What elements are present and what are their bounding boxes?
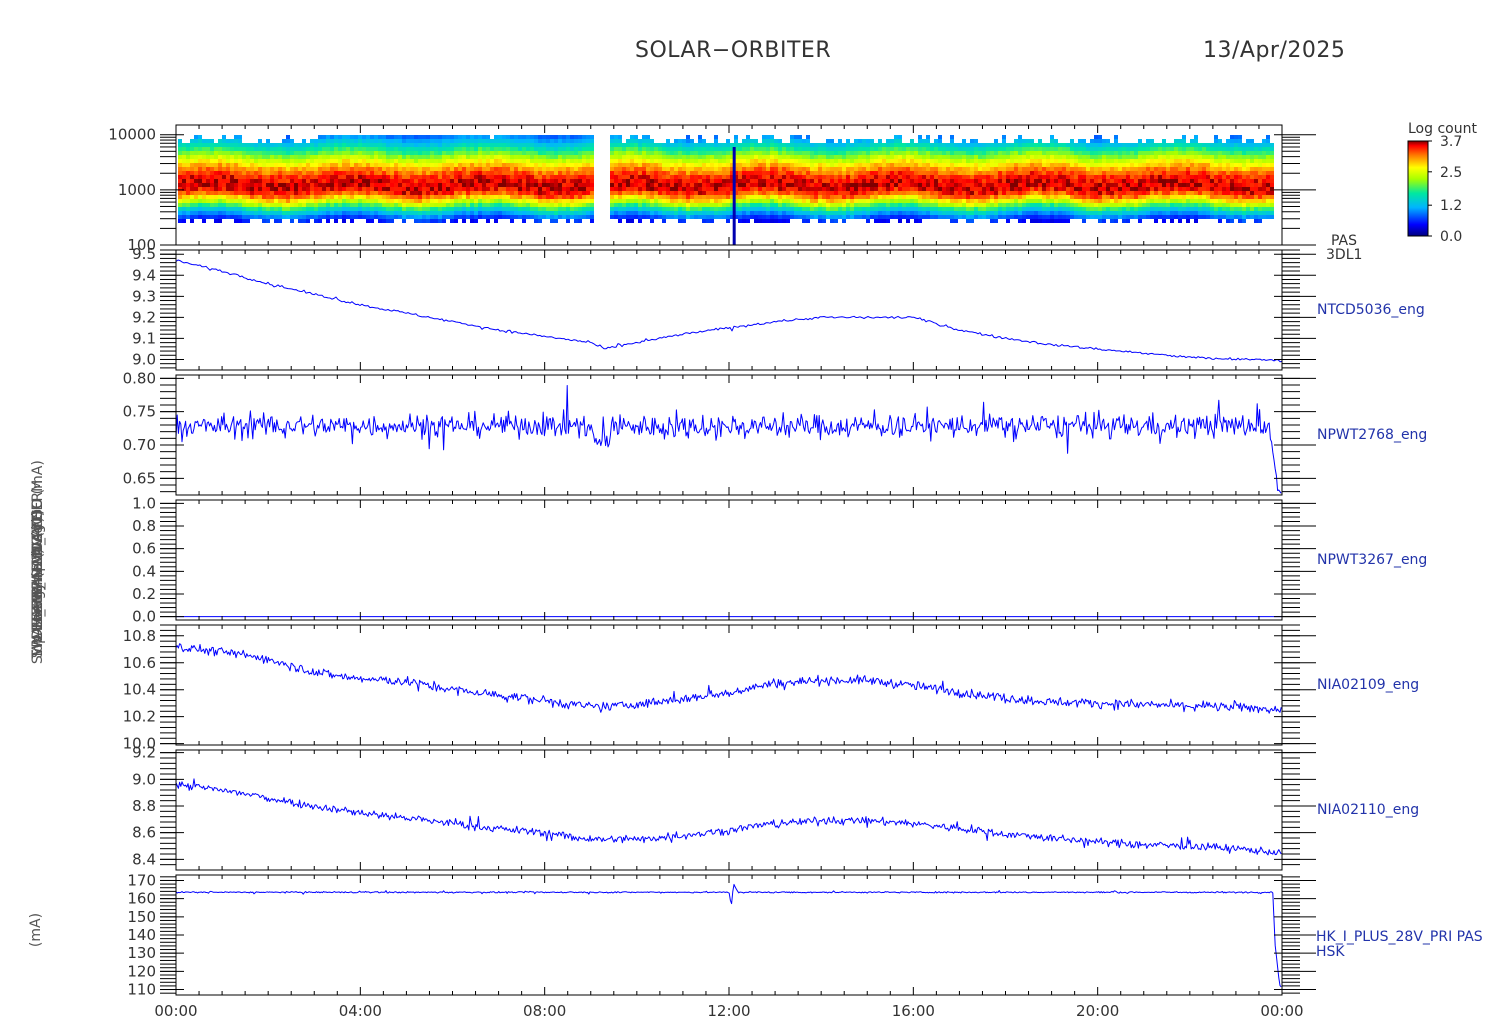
- x-tick-label: 08:00: [523, 1002, 566, 1020]
- right-label: 3DL1: [1326, 247, 1362, 263]
- right-label: NPWT3267_eng: [1317, 552, 1427, 568]
- x-tick-label: 04:00: [339, 1002, 382, 1020]
- y-tick-label: 8.6: [132, 824, 156, 842]
- y-tick-label: 1000: [118, 181, 156, 199]
- right-label: NIA02109_eng: [1317, 677, 1419, 693]
- x-tick-label: 00:00: [154, 1002, 197, 1020]
- y-tick-label: 160: [127, 890, 156, 908]
- x-tick-label: 00:00: [1260, 1002, 1303, 1020]
- y-tick-label: 9.0: [132, 350, 156, 368]
- colorbar-gradient: [1407, 140, 1429, 237]
- y-tick-label: 10.8: [123, 627, 156, 645]
- y-tick-label: 110: [127, 981, 156, 999]
- y-tick-label: 150: [127, 908, 156, 926]
- x-tick-label: 20:00: [1076, 1002, 1119, 1020]
- y-tick-label: 10000: [108, 126, 156, 144]
- panel-frame-4: [175, 499, 1283, 621]
- y-tick-label: 9.1: [132, 329, 156, 347]
- y-tick-label: 140: [127, 926, 156, 944]
- spectrogram: [178, 135, 1274, 245]
- y-tick-label: 10.4: [123, 681, 156, 699]
- y-tick-label: 10.2: [123, 708, 156, 726]
- right-label: HSK: [1316, 944, 1345, 960]
- panel-frame-5: [175, 624, 1283, 746]
- y-axis-title: SWA-EAS-PAS-MCA-THERM: [30, 480, 46, 664]
- y-tick-label: 0.2: [132, 585, 156, 603]
- y-axis-title: (mA): [28, 913, 44, 947]
- y-tick-label: 0.70: [123, 436, 156, 454]
- chart-date: 13/Apr/2025: [1203, 38, 1346, 63]
- y-tick-label: 0.6: [132, 540, 156, 558]
- trace-NPWT2768_eng: [175, 385, 1282, 494]
- y-axis-titles: Energy (eV)Top Box Temp (DegC)SWA-EAS-PA…: [28, 460, 46, 947]
- y-tick-label: 9.5: [132, 245, 156, 263]
- y-axis-title: FPGA 1.5V (V): [30, 517, 46, 615]
- colorbar-tick-label: 1.2: [1440, 198, 1462, 214]
- trace-NIA02110_eng: [175, 778, 1282, 856]
- y-tick-label: 9.0: [132, 770, 156, 788]
- y-tick-label: 1.0: [132, 494, 156, 512]
- y-axis-title: Top Box Temp (DegC): [30, 509, 46, 659]
- y-tick-label: 0.75: [123, 403, 156, 421]
- trace-HK_I_PLUS_28V_PRI: [175, 883, 1282, 988]
- y-tick-label: 9.2: [132, 308, 156, 326]
- y-tick-label: 10.0: [123, 735, 156, 753]
- y-tick-label: 0.4: [132, 562, 156, 580]
- y-tick-label: 8.8: [132, 797, 156, 815]
- right-label: NTCD5036_eng: [1317, 302, 1425, 318]
- y-tick-label: 10.6: [123, 654, 156, 672]
- y-tick-label: 9.2: [132, 744, 156, 762]
- right-label: PAS: [1331, 233, 1357, 249]
- y-tick-label: 9.4: [132, 266, 156, 284]
- y-tick-label: 0.80: [123, 369, 156, 387]
- y-axis-title: FPGA 2.5V (V): [30, 511, 46, 609]
- y-axis-title: SWA-EAS-PAS-MCA-ISO: [30, 498, 46, 658]
- x-tick-label: 16:00: [892, 1002, 935, 1020]
- colorbar-title: Log count: [1408, 121, 1477, 137]
- y-tick-label: 8.4: [132, 850, 156, 868]
- y-axis-title: PDM_HK_IMON_PCDU (mA): [30, 460, 46, 648]
- y-tick-label: 0.65: [123, 469, 156, 487]
- colorbar-tick-label: 2.5: [1440, 165, 1462, 181]
- y-tick-label: 9.3: [132, 287, 156, 305]
- right-label: NIA02110_eng: [1317, 802, 1419, 818]
- right-label: NPWT2768_eng: [1317, 427, 1427, 443]
- y-tick-label: 0.0: [132, 608, 156, 626]
- trace-NTCD5036_eng: [175, 259, 1283, 363]
- x-tick-label: 12:00: [707, 1002, 750, 1020]
- y-tick-label: 100: [127, 236, 156, 254]
- y-tick-label: 120: [127, 962, 156, 980]
- colorbar-tick-label: 0.0: [1440, 229, 1462, 245]
- panel-frame-6: [175, 749, 1283, 871]
- right-label: HK_I_PLUS_28V_PRI PAS: [1316, 929, 1483, 945]
- y-tick-label: 130: [127, 944, 156, 962]
- panel-frame-3: [175, 374, 1283, 496]
- panel-frame-2: [175, 249, 1283, 371]
- chart-title: SOLAR−ORBITER: [635, 38, 832, 63]
- trace-NIA02109_eng: [175, 643, 1282, 714]
- colorbar-tick-label: 3.7: [1440, 134, 1462, 150]
- y-tick-label: 170: [127, 871, 156, 889]
- y-tick-label: 0.8: [132, 517, 156, 535]
- y-axis-title: Energy (eV): [30, 549, 46, 632]
